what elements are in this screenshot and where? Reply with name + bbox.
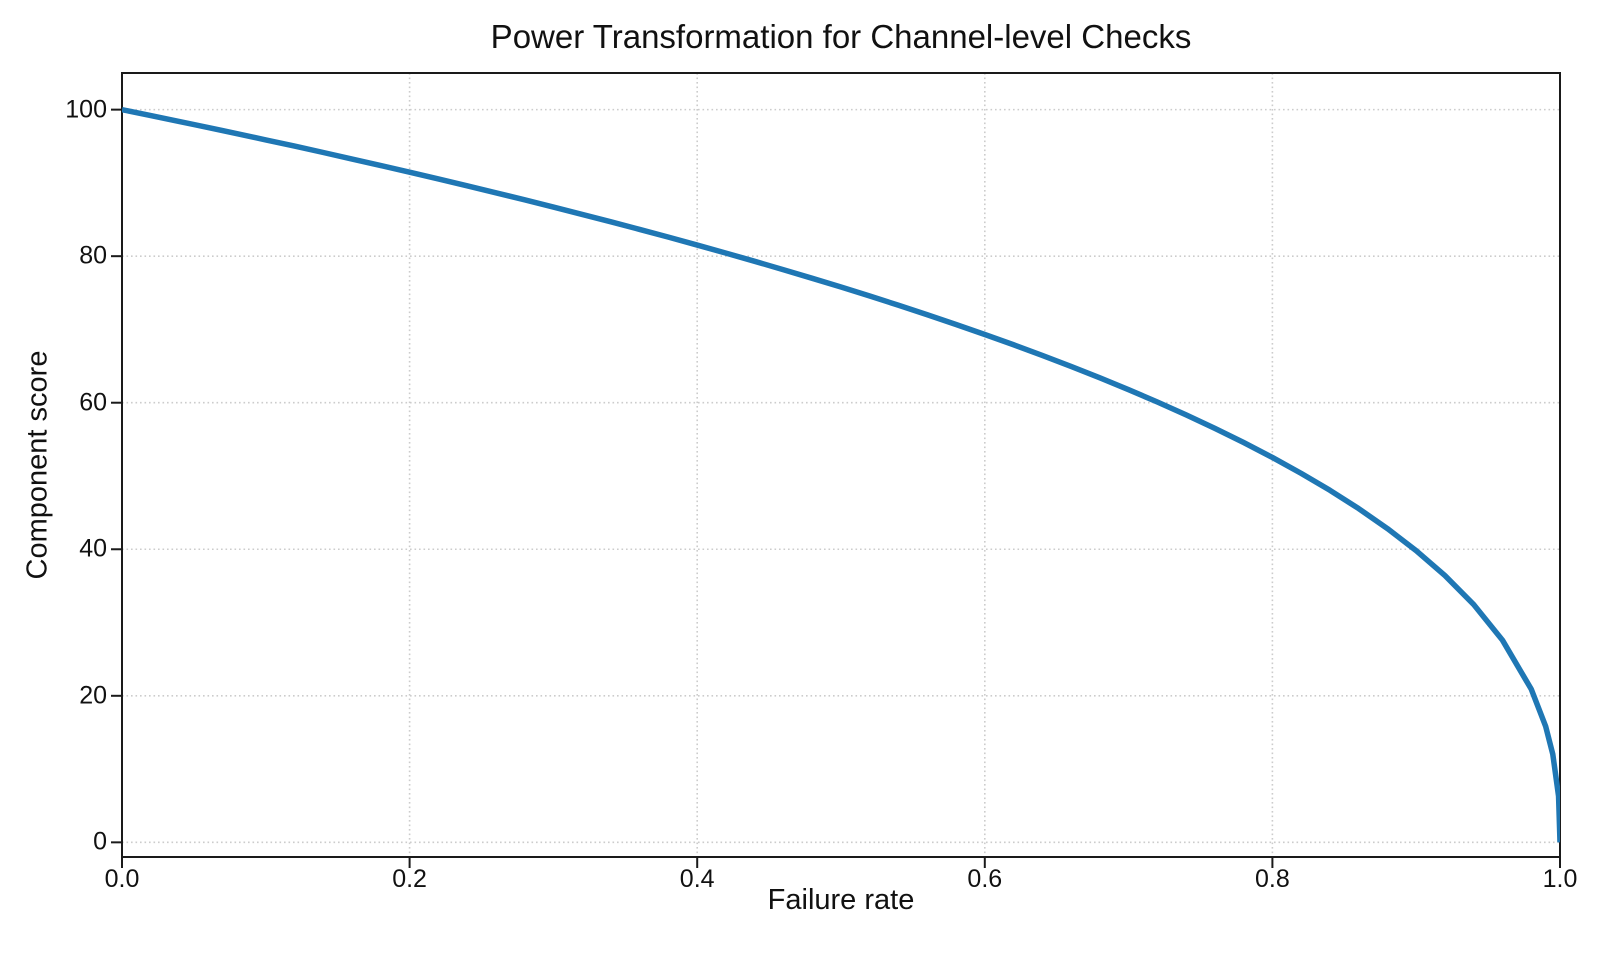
- y-tick-label: 80: [79, 241, 107, 270]
- x-tick-label: 1.0: [1542, 865, 1578, 893]
- y-tick-label: 20: [79, 681, 107, 710]
- x-tick-label: 0.2: [392, 865, 427, 893]
- x-tick-label: 0.4: [679, 865, 715, 893]
- y-tick-label: 40: [79, 534, 107, 563]
- y-tick-label: 100: [65, 94, 107, 123]
- x-axis-label: Failure rate: [767, 884, 915, 916]
- y-tick-label: 60: [79, 387, 107, 416]
- y-tick-label: 0: [93, 827, 107, 856]
- line-series: [122, 106, 1560, 843]
- x-tick-label: 0.8: [1255, 865, 1290, 893]
- x-tick-label: 0.0: [104, 865, 140, 893]
- chart-title: Power Transformation for Channel-level C…: [490, 18, 1192, 55]
- x-tick-label: 0.6: [967, 865, 1003, 893]
- axes-spines: [121, 72, 1561, 858]
